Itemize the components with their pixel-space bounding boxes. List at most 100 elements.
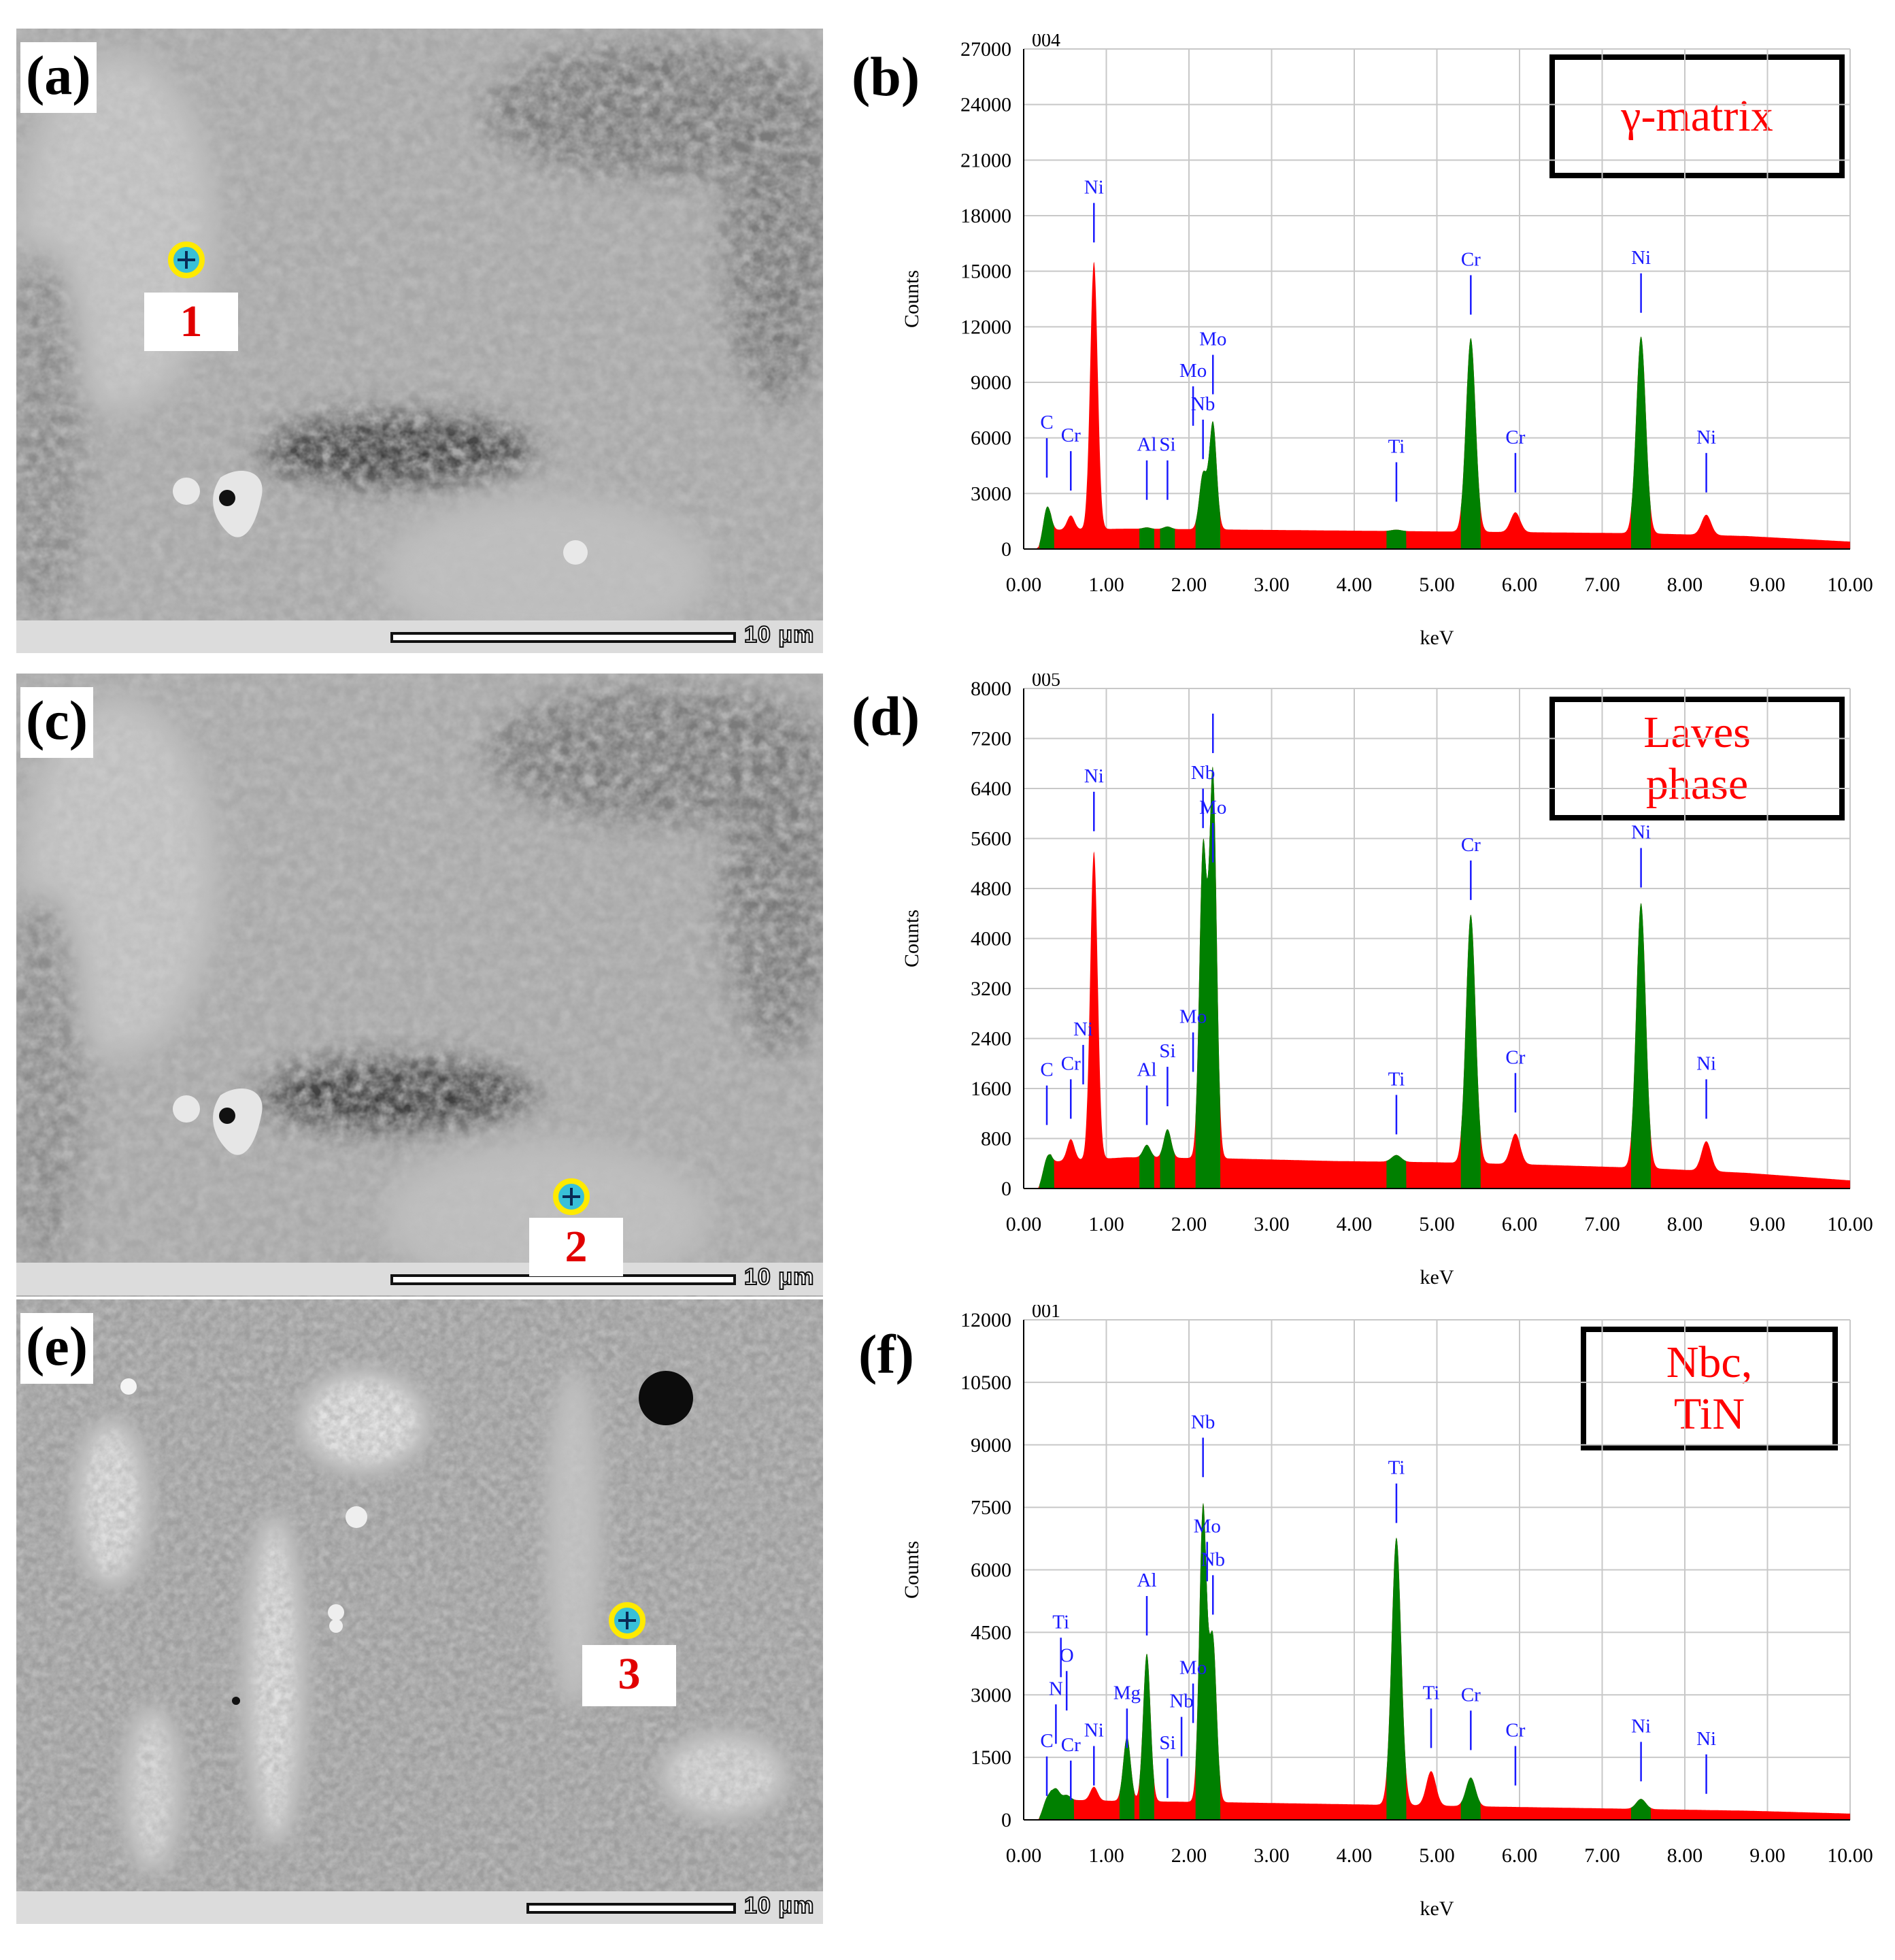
- x-tick-label: 6.00: [1502, 1844, 1538, 1867]
- x-tick-label: 0.00: [1006, 1213, 1042, 1235]
- annotation-label: Ni: [1696, 427, 1716, 448]
- sem-image-c: [16, 674, 823, 1297]
- peak-c: [1039, 1154, 1054, 1189]
- annotation-label: Ti: [1423, 1682, 1440, 1704]
- peak-ti: [1386, 1155, 1407, 1189]
- y-axis-label: Counts: [901, 1541, 923, 1599]
- panel-letter-e: (e): [20, 1313, 94, 1384]
- panel-letter-b: (b): [852, 46, 920, 107]
- peak-ti: [1386, 529, 1407, 549]
- annotation-label: Nb: [1169, 1691, 1193, 1712]
- x-tick-label: 9.00: [1749, 1844, 1785, 1867]
- sem-micrograph-e: [16, 1299, 823, 1923]
- annotation-label: Ti: [1052, 1611, 1069, 1633]
- peak-cr: [1460, 338, 1481, 549]
- point-label-3: 3: [582, 1645, 676, 1706]
- eds-spectrum-d: 0.00 1.00 2.00 3.00 4.00 5.00 6.00 7.00 8.00 9.00…: [901, 674, 1873, 1289]
- peak-mg: [1119, 1737, 1135, 1820]
- x-tick-label: 2.00: [1171, 1844, 1207, 1867]
- spectrum-id: 001: [1032, 1305, 1060, 1322]
- x-tick-label: 10.00: [1827, 1213, 1873, 1235]
- x-axis-label: keV: [1420, 1266, 1454, 1289]
- y-tick-label: 7500: [971, 1497, 1011, 1519]
- y-tick-label: 6000: [971, 427, 1011, 450]
- annotation-label: N: [1049, 1678, 1063, 1699]
- annotation-label: O: [1060, 1644, 1074, 1666]
- annotation-label: Mo: [1179, 1657, 1207, 1679]
- annotation-label: Cr: [1505, 1720, 1525, 1742]
- sem-micrograph-c: [16, 674, 823, 1297]
- annotation-label: Ni: [1631, 247, 1651, 269]
- annotation-label: Ni: [1696, 1052, 1716, 1074]
- y-tick-label: 18000: [960, 205, 1011, 227]
- y-tick-label: 2400: [971, 1028, 1011, 1050]
- annotation-label: C: [1040, 412, 1053, 433]
- peak-c: [1039, 506, 1054, 549]
- peak-ti: [1386, 1538, 1407, 1820]
- peak-ni: [1631, 903, 1651, 1189]
- y-tick-label: 24000: [960, 94, 1011, 116]
- sem-micrograph-a: [16, 29, 823, 652]
- eds-spectrum-f: 0.00 1.00 2.00 3.00 4.00 5.00 6.00 7.00 8.00 9.00…: [901, 1305, 1873, 1920]
- annotation-label: Mo: [1179, 1006, 1207, 1028]
- x-tick-label: 8.00: [1667, 1213, 1703, 1235]
- y-tick-label: 4800: [971, 878, 1011, 900]
- point-marker-1[interactable]: [168, 242, 205, 278]
- eds-spectrum-b: 0.00 1.00 2.00 3.00 4.00 5.00 6.00 7.00 8.00 9.00…: [901, 34, 1873, 649]
- annotation-label: Cr: [1461, 249, 1481, 271]
- peak-si: [1160, 1129, 1175, 1189]
- phase-box-f: Nbc, TiN: [1581, 1327, 1838, 1450]
- panel-letter-c: (c): [20, 687, 94, 758]
- annotation-label: Mo: [1199, 797, 1226, 818]
- y-tick-label: 3000: [971, 482, 1011, 505]
- y-tick-label: 4000: [971, 928, 1011, 950]
- y-tick-label: 12000: [960, 316, 1011, 338]
- scalebar-e: [526, 1903, 736, 1914]
- point-marker-2[interactable]: [553, 1178, 590, 1215]
- x-tick-label: 4.00: [1337, 574, 1373, 596]
- peak-ni: [1631, 336, 1651, 549]
- sem-image-e: [16, 1299, 823, 1923]
- x-tick-label: 2.00: [1171, 574, 1207, 596]
- annotation-label: Si: [1159, 434, 1175, 456]
- x-tick-label: 7.00: [1584, 1844, 1620, 1867]
- x-tick-label: 2.00: [1171, 1213, 1207, 1235]
- annotation-label: Mo: [1179, 360, 1207, 382]
- x-tick-label: 5.00: [1419, 574, 1455, 596]
- x-tick-label: 8.00: [1667, 1844, 1703, 1867]
- scalebar-label-e: 10 μm: [743, 1892, 815, 1919]
- panel-letter-a: (a): [20, 42, 97, 113]
- panel-letter-f: (f): [858, 1323, 914, 1385]
- annotation-label: Al: [1137, 434, 1157, 456]
- y-tick-label: 3200: [971, 978, 1011, 1000]
- y-axis-label: Counts: [901, 910, 923, 967]
- spectrum-id: 004: [1032, 34, 1060, 51]
- x-tick-label: 9.00: [1749, 574, 1785, 596]
- point-marker-3[interactable]: [609, 1602, 645, 1639]
- annotation-label: Nb: [1191, 762, 1215, 784]
- annotation-label: Ni: [1631, 822, 1651, 844]
- y-tick-label: 27000: [960, 38, 1011, 61]
- annotation-label: Ni: [1084, 176, 1104, 198]
- sem-image-a: [16, 29, 823, 652]
- x-tick-label: 6.00: [1502, 574, 1538, 596]
- annotation-label: Al: [1137, 1569, 1157, 1591]
- scalebar-a: [390, 632, 736, 643]
- phase-box-b: γ-matrix: [1549, 54, 1845, 178]
- annotation-label: Cr: [1461, 834, 1481, 856]
- annotation-label: Ni: [1073, 1018, 1093, 1040]
- annotation-label: Cr: [1461, 1684, 1481, 1706]
- x-tick-label: 6.00: [1502, 1213, 1538, 1235]
- y-tick-label: 7200: [971, 728, 1011, 750]
- peak-ni: [1631, 1799, 1651, 1820]
- y-tick-label: 0: [1001, 1809, 1011, 1831]
- x-tick-label: 4.00: [1337, 1844, 1373, 1867]
- x-tick-label: 7.00: [1584, 574, 1620, 596]
- annotation-label: Ti: [1388, 1068, 1405, 1090]
- annotation-label: Al: [1137, 1059, 1157, 1081]
- y-tick-label: 1600: [971, 1078, 1011, 1100]
- annotation-label: Ni: [1696, 1728, 1716, 1750]
- annotation-label: Nb: [1191, 1411, 1215, 1433]
- y-tick-label: 12000: [960, 1309, 1011, 1331]
- peak-mo: [1205, 1544, 1221, 1820]
